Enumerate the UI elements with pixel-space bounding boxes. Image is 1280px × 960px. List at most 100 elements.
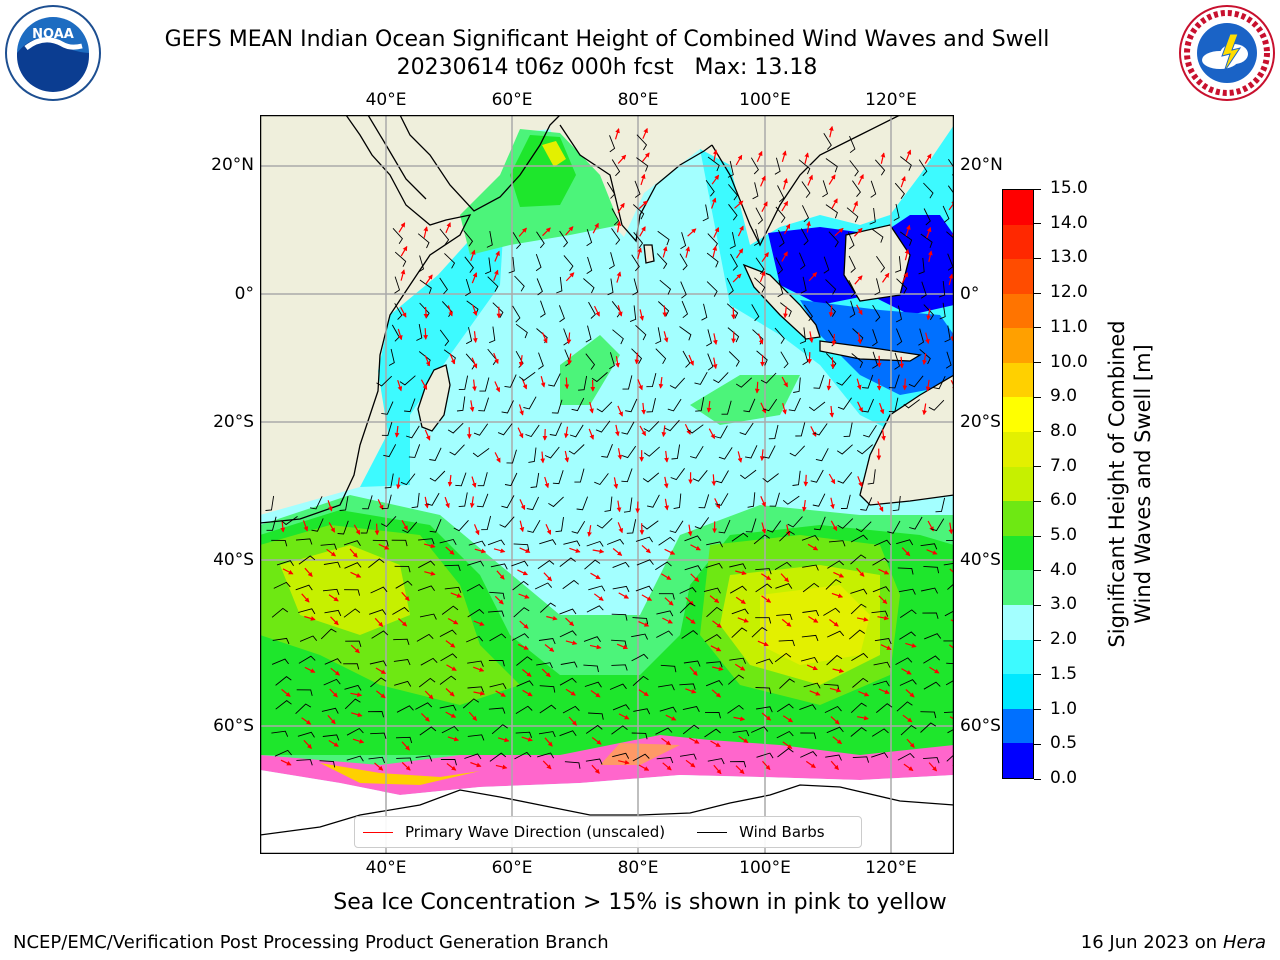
wave-direction-arrow [400,269,406,281]
wind-barb [850,603,867,615]
wind-barb [825,158,838,173]
wave-direction-arrow [880,152,886,164]
wave-direction-arrow [591,764,600,774]
wind-barb [655,348,667,365]
wave-direction-arrow [544,737,553,747]
wind-barb [849,160,859,177]
wind-barb [643,421,660,432]
wave-direction-arrow [690,573,700,583]
svg-text:NOAA: NOAA [32,27,74,42]
wind-barb [681,300,689,319]
wind-barb [731,532,749,542]
wind-barb [418,538,435,545]
wind-barb [800,732,817,740]
wave-direction-arrow [425,274,433,285]
wind-barb [755,568,772,575]
colorbar-tick-label: 0.5 [1050,733,1078,754]
wind-barb [583,664,599,673]
wave-direction-arrow [689,666,698,676]
wave-direction-arrow [903,763,914,771]
wind-barb [548,496,564,508]
wave-direction-arrow [781,200,789,212]
wind-barb [656,253,668,270]
wind-barb [843,422,853,438]
wind-barb [852,756,870,763]
wind-barb [923,565,940,574]
wind-barb [656,756,674,764]
wind-barb [823,607,841,616]
wind-barb [466,583,484,592]
wind-barb [559,677,577,686]
wind-barb [896,539,914,546]
colorbar-tick-label: 4.0 [1050,559,1078,580]
wind-barb [679,683,696,690]
wind-barb [320,628,337,640]
wind-barb [895,256,902,273]
wave-direction-arrow [447,305,453,317]
wind-barb [706,606,723,618]
wind-barb [945,351,952,369]
wind-barb [611,228,621,245]
wind-barb [558,305,565,323]
wind-barb [943,562,954,566]
wind-barb [504,472,518,487]
wind-barb [487,610,505,617]
wind-barb [729,585,747,594]
colorbar-tick-label: 1.5 [1050,663,1078,684]
wind-barb [903,399,920,409]
wave-direction-arrow [762,760,771,771]
wave-direction-arrow [783,306,788,319]
wind-barb [383,444,397,458]
wind-barb [411,492,420,509]
lon-tick-bottom-60e: 60°E [491,858,533,878]
wave-direction-arrow [760,402,767,414]
wind-barb [612,752,630,759]
wind-barb [826,726,844,734]
wave-direction-arrow [761,252,769,263]
wind-barb [537,752,555,759]
wind-barb [825,279,837,295]
wave-direction-arrow [447,474,453,487]
wave-direction-arrow [737,225,744,237]
wind-barb [560,661,578,668]
wave-direction-arrow [420,379,428,391]
title-line-1: GEFS MEAN Indian Ocean Significant Heigh… [164,27,1050,52]
wave-direction-arrow [445,222,451,234]
wind-barb [370,677,387,688]
wind-barb [394,680,412,687]
wave-direction-arrow [593,593,604,601]
wave-direction-arrow [493,352,499,365]
wave-direction-arrow [831,592,844,598]
wind-barb [923,757,940,764]
wave-direction-arrow [493,548,506,553]
colorbar-tick-mark [1034,674,1041,676]
wind-barb [636,559,654,566]
wind-barb [621,445,637,459]
wind-barb [299,635,318,642]
wind-barb [825,579,842,590]
wind-barb [856,444,873,455]
colorbar-segment [1003,397,1033,433]
wind-barb [321,707,339,714]
wind-barb [609,352,615,370]
wind-barb [706,661,723,668]
wind-barb [643,446,660,457]
lon-tick-bottom-80e: 80°E [617,858,659,878]
wave-direction-arrow [397,380,403,392]
wind-barb [782,495,800,505]
wind-barb [872,329,878,347]
wind-barb [458,492,468,508]
wind-barb [908,375,924,388]
wave-direction-arrow [858,690,870,697]
wind-barb [743,398,756,413]
wind-barb [824,705,842,714]
wind-barb [472,448,490,458]
colorbar-tick-mark [1034,743,1041,745]
colorbar-segment [1003,743,1033,778]
wave-direction-arrow [732,273,742,283]
wind-barb [740,469,757,480]
wind-barb [920,711,937,719]
wave-direction-arrow [948,273,954,286]
colorbar-tick-label: 12.0 [1050,282,1088,303]
wind-barb [762,445,776,459]
